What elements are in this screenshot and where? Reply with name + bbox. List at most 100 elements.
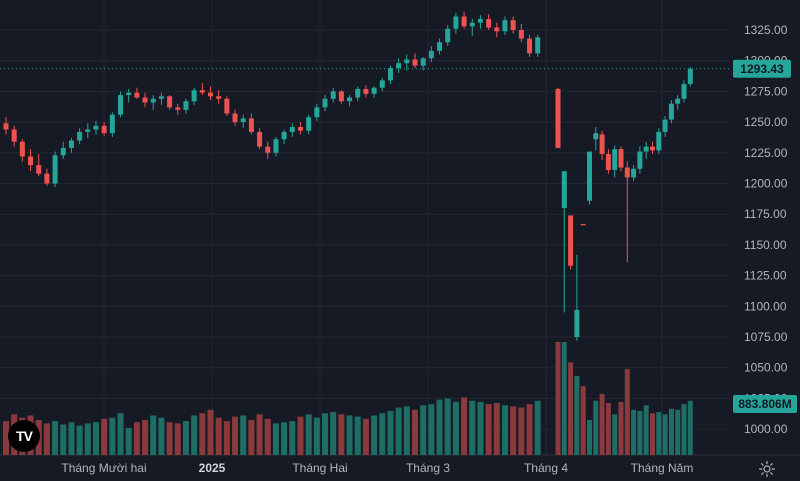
candle-body [599, 134, 605, 155]
candle-body [605, 154, 611, 170]
volume-bar [420, 405, 427, 455]
volume-bar [675, 409, 681, 455]
candle-body [322, 98, 328, 108]
volume-bar [568, 362, 574, 455]
volume-bar [92, 422, 99, 455]
volume-bar [322, 413, 329, 455]
volume-bar [264, 418, 271, 455]
candle-body [240, 118, 246, 123]
last-price-badge [733, 59, 791, 78]
candle-body [150, 98, 156, 103]
volume-bar [142, 419, 149, 455]
volume-bar [101, 418, 108, 455]
candle-body [612, 149, 618, 170]
price-axis[interactable]: 1325.001300.001275.001250.001225.001200.… [744, 23, 788, 436]
y-tick-label: 1200.00 [744, 177, 788, 191]
time-axis[interactable]: Tháng Mười hai 2025 Tháng Hai Tháng 3 Tháng … [61, 461, 693, 475]
volume-bar [354, 416, 361, 455]
volume-bar [555, 342, 561, 455]
candle-body [428, 50, 434, 59]
candle-body [68, 140, 74, 148]
volume-bar [681, 404, 687, 455]
volume-bar [52, 421, 59, 455]
candle-body [19, 141, 25, 157]
candle-body [363, 88, 369, 94]
candle-body [191, 90, 197, 102]
x-tick-label: Tháng Hai [292, 461, 347, 475]
candle-body [502, 20, 508, 32]
candle-body [306, 117, 312, 131]
volume-bar [207, 409, 214, 455]
tradingview-logo-icon[interactable]: TV [8, 420, 40, 452]
volume-bar [493, 403, 500, 455]
volume-bar [618, 401, 624, 455]
candle-body [118, 95, 124, 115]
volume-bar [240, 415, 247, 455]
candle-body [662, 119, 668, 132]
candle-body [453, 16, 459, 29]
volume-bar [379, 413, 386, 455]
volume-bar [637, 410, 643, 455]
candle-body [314, 107, 320, 118]
volume-bar [574, 375, 580, 455]
gear-icon[interactable] [758, 460, 776, 478]
volume-bar [412, 409, 418, 455]
candle-body [396, 63, 402, 69]
candle-body [469, 22, 475, 27]
last-price-label: 1293.43 [740, 62, 784, 76]
candle-body [142, 97, 148, 103]
chart-grid [0, 0, 800, 456]
y-tick-label: 1325.00 [744, 23, 788, 37]
candle-body [420, 58, 426, 66]
candle-body [101, 125, 107, 134]
candle-body [477, 18, 483, 23]
volume-bar [469, 400, 476, 455]
x-tick-label: 2025 [199, 461, 226, 475]
candle-body [643, 146, 649, 152]
candle-body [183, 101, 189, 110]
volume-bar [428, 404, 435, 455]
volume-bar [346, 415, 353, 455]
volume-bar [580, 386, 586, 455]
candle-body [412, 59, 418, 66]
x-tick-label: Tháng Năm [631, 461, 694, 475]
volume-bar [687, 400, 693, 455]
candle-body [580, 224, 586, 226]
volume-bar [3, 421, 9, 455]
volume-bar [656, 412, 662, 455]
volume-bar [561, 342, 567, 455]
volume-bar [117, 413, 124, 455]
volume-bar [599, 393, 605, 455]
candle-body [158, 96, 164, 99]
volume-bar [631, 409, 637, 455]
candle-body [650, 146, 655, 151]
y-tick-label: 1275.00 [744, 84, 788, 98]
volume-bar [371, 415, 378, 455]
candle-body [568, 215, 574, 266]
volume-bar [518, 407, 525, 455]
volume-bar [452, 401, 459, 455]
volume-bar [526, 404, 533, 455]
volume-bar [125, 427, 132, 455]
volume-bar [43, 423, 50, 455]
candle-body [289, 127, 295, 132]
candle-body [355, 88, 361, 98]
candle-body [445, 28, 451, 43]
candle-body [681, 84, 687, 99]
candle-body [44, 173, 50, 184]
y-tick-label: 1175.00 [744, 207, 787, 221]
y-tick-label: 1050.00 [744, 361, 788, 375]
y-tick-label: 1100.00 [744, 299, 787, 313]
candle-body [126, 92, 132, 96]
volume-bar [403, 406, 410, 455]
candle-body [265, 146, 271, 153]
volume-badge [733, 395, 797, 413]
candle-body [134, 92, 140, 98]
candle-body [330, 91, 336, 99]
candlestick-series [3, 11, 693, 341]
volume-bar [133, 422, 140, 455]
candle-body [208, 92, 213, 97]
volume-bar [338, 414, 345, 455]
volume-bar [662, 414, 668, 455]
